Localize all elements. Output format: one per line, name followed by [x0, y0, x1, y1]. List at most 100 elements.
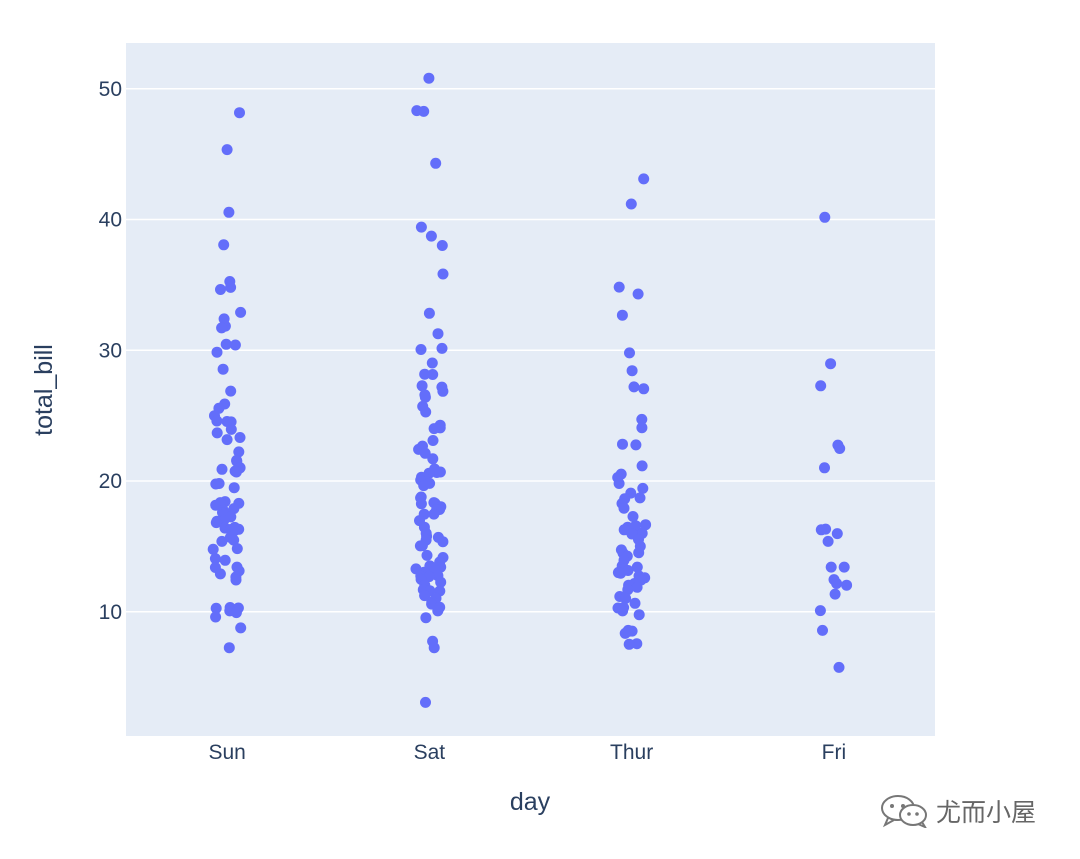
- data-point[interactable]: [815, 524, 827, 536]
- data-point[interactable]: [426, 357, 438, 369]
- data-point[interactable]: [819, 462, 830, 474]
- data-point[interactable]: [825, 358, 837, 370]
- data-point[interactable]: [631, 581, 643, 593]
- data-point[interactable]: [419, 368, 431, 380]
- data-point[interactable]: [220, 338, 232, 350]
- data-point[interactable]: [815, 380, 827, 392]
- data-point[interactable]: [437, 536, 449, 548]
- data-point[interactable]: [834, 443, 846, 454]
- data-point[interactable]: [223, 642, 235, 654]
- data-point[interactable]: [211, 415, 223, 427]
- data-point[interactable]: [228, 482, 240, 494]
- data-point[interactable]: [210, 611, 222, 623]
- data-point[interactable]: [617, 438, 628, 450]
- data-point[interactable]: [819, 211, 831, 223]
- data-point[interactable]: [638, 383, 650, 395]
- data-point[interactable]: [435, 576, 447, 588]
- data-point[interactable]: [428, 423, 440, 435]
- data-point[interactable]: [427, 435, 439, 446]
- data-point[interactable]: [210, 517, 222, 529]
- data-point[interactable]: [633, 609, 645, 621]
- data-point[interactable]: [626, 365, 638, 377]
- data-point[interactable]: [829, 588, 841, 600]
- data-point[interactable]: [211, 427, 223, 439]
- data-point[interactable]: [841, 579, 853, 591]
- data-point[interactable]: [817, 624, 828, 636]
- data-point[interactable]: [421, 549, 433, 561]
- data-point[interactable]: [218, 239, 230, 251]
- data-point[interactable]: [432, 605, 444, 617]
- data-point[interactable]: [618, 502, 630, 514]
- data-point[interactable]: [628, 381, 640, 393]
- data-points[interactable]: [207, 72, 853, 708]
- data-point[interactable]: [437, 385, 449, 397]
- data-point[interactable]: [235, 622, 247, 634]
- data-point[interactable]: [420, 696, 431, 708]
- data-point[interactable]: [209, 553, 221, 565]
- data-point[interactable]: [420, 612, 432, 624]
- data-point[interactable]: [632, 288, 644, 300]
- data-point[interactable]: [415, 221, 427, 233]
- data-point[interactable]: [634, 492, 646, 504]
- data-point[interactable]: [235, 306, 247, 318]
- data-point[interactable]: [633, 547, 645, 559]
- data-point[interactable]: [636, 422, 648, 434]
- data-point[interactable]: [630, 439, 642, 451]
- data-point[interactable]: [225, 385, 237, 397]
- data-point[interactable]: [617, 605, 629, 617]
- data-point[interactable]: [430, 157, 442, 169]
- data-point[interactable]: [432, 328, 444, 340]
- data-point[interactable]: [219, 554, 231, 566]
- data-point[interactable]: [425, 230, 437, 242]
- data-point[interactable]: [221, 434, 233, 446]
- data-point[interactable]: [636, 413, 648, 425]
- data-point[interactable]: [616, 309, 628, 321]
- data-point[interactable]: [437, 268, 449, 280]
- data-point[interactable]: [225, 423, 237, 435]
- data-point[interactable]: [419, 391, 431, 403]
- data-point[interactable]: [638, 173, 650, 185]
- data-point[interactable]: [418, 105, 430, 117]
- data-point[interactable]: [833, 661, 845, 673]
- data-point[interactable]: [623, 638, 635, 650]
- data-point[interactable]: [215, 284, 226, 295]
- data-point[interactable]: [838, 561, 850, 573]
- data-point[interactable]: [234, 107, 245, 119]
- data-point[interactable]: [636, 460, 648, 472]
- data-point[interactable]: [418, 480, 430, 492]
- data-point[interactable]: [624, 347, 635, 359]
- data-point[interactable]: [230, 607, 242, 619]
- data-point[interactable]: [825, 561, 837, 573]
- data-point[interactable]: [622, 584, 634, 596]
- data-point[interactable]: [216, 535, 228, 547]
- data-point[interactable]: [419, 590, 431, 602]
- data-point[interactable]: [627, 511, 639, 522]
- data-point[interactable]: [210, 478, 222, 490]
- data-point[interactable]: [629, 597, 641, 609]
- data-point[interactable]: [207, 543, 219, 555]
- data-point[interactable]: [221, 144, 233, 156]
- data-point[interactable]: [419, 447, 431, 459]
- data-point[interactable]: [427, 369, 439, 380]
- data-point[interactable]: [415, 344, 427, 355]
- data-point[interactable]: [637, 482, 649, 494]
- data-point[interactable]: [625, 198, 637, 210]
- data-point[interactable]: [631, 561, 643, 573]
- data-point[interactable]: [423, 72, 435, 84]
- data-point[interactable]: [436, 342, 448, 354]
- data-point[interactable]: [613, 281, 625, 293]
- data-point[interactable]: [210, 602, 222, 614]
- data-point[interactable]: [230, 466, 242, 478]
- data-point[interactable]: [831, 578, 843, 589]
- data-point[interactable]: [640, 519, 652, 531]
- data-point[interactable]: [416, 380, 428, 392]
- data-point[interactable]: [229, 339, 241, 351]
- data-point[interactable]: [223, 206, 235, 218]
- data-point[interactable]: [216, 322, 228, 334]
- data-point[interactable]: [814, 605, 826, 617]
- data-point[interactable]: [217, 363, 229, 375]
- data-point[interactable]: [225, 281, 237, 293]
- data-point[interactable]: [619, 627, 631, 639]
- data-point[interactable]: [423, 307, 435, 319]
- data-point[interactable]: [831, 528, 843, 540]
